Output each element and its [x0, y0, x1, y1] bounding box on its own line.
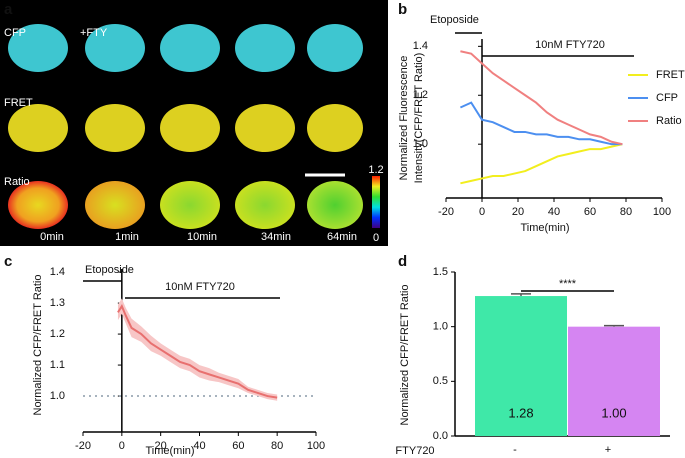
- y-tick-label: 1.0: [50, 390, 65, 402]
- treatment-label: +FTY: [80, 27, 108, 39]
- line: [459, 101, 623, 146]
- category-label: -: [513, 444, 517, 456]
- colorbar-min: 0: [373, 232, 379, 244]
- y-axis-label: Intensity(CFP/FRET Ratio): [413, 53, 425, 184]
- y-tick-label: 1.2: [50, 328, 65, 340]
- y-axis-label: Normalized CFP/FRET Ratio: [399, 285, 411, 426]
- time-label: 34min: [261, 231, 291, 243]
- y-tick-label: 1.0: [433, 321, 448, 333]
- line: [460, 50, 623, 146]
- x-tick-label: -20: [438, 206, 454, 218]
- x-tick-label: -20: [75, 440, 91, 452]
- colorbar-max: 1.2: [368, 164, 383, 176]
- y-tick-label: 1.0: [413, 138, 428, 150]
- y-tick-label: 1.4: [50, 266, 65, 278]
- x-tick-label: 60: [584, 206, 596, 218]
- legend-label: Ratio: [656, 115, 682, 127]
- row-label: CFP: [4, 27, 26, 39]
- y-tick-label: 1.5: [433, 266, 448, 278]
- significance: ****: [559, 278, 577, 290]
- x-tick-label: 60: [232, 440, 244, 452]
- y-tick-label: 1.1: [50, 359, 65, 371]
- annotation: Etoposide: [430, 14, 479, 26]
- line: [117, 304, 278, 399]
- annotation: 10nM FTY720: [165, 281, 235, 293]
- x-tick-label: 80: [271, 440, 283, 452]
- time-label: 10min: [187, 231, 217, 243]
- y-tick-label: 1.2: [413, 89, 428, 101]
- category-label: +: [605, 444, 611, 456]
- x-tick-label: 40: [193, 440, 205, 452]
- x-tick-label: 0: [119, 440, 125, 452]
- value-label: 1.28: [508, 405, 533, 420]
- y-axis-label: Normalized Fluorescence: [398, 56, 410, 181]
- y-tick-label: 0.5: [433, 375, 448, 387]
- bar: [568, 326, 660, 436]
- legend-label: FRET: [656, 69, 685, 81]
- cells: [8, 24, 363, 229]
- error-band: [117, 298, 278, 401]
- y-tick-label: 0.0: [433, 430, 448, 442]
- y-tick-label: 1.4: [413, 40, 428, 52]
- colorbar: [372, 176, 380, 228]
- y-tick-label: 1.3: [50, 297, 65, 309]
- row-label: Ratio: [4, 176, 30, 188]
- panel-label: b: [398, 1, 407, 18]
- time-label: 64min: [327, 231, 357, 243]
- time-label: 1min: [115, 231, 139, 243]
- row-label: FRET: [4, 97, 33, 109]
- panel-label: a: [4, 1, 13, 18]
- panel-label: d: [398, 253, 407, 270]
- bar: [475, 296, 567, 436]
- line: [460, 143, 623, 185]
- x-tick-label: 80: [620, 206, 632, 218]
- x-tick-label: 20: [155, 440, 167, 452]
- x-axis-label: Time(min): [145, 445, 194, 457]
- annotation: 10nM FTY720: [535, 39, 605, 51]
- x-tick-label: 40: [548, 206, 560, 218]
- x-axis-label: Time(min): [520, 222, 569, 234]
- x-tick-label: 0: [479, 206, 485, 218]
- y-axis-label: Normalized CFP/FRET Ratio: [32, 275, 44, 416]
- x-tick-label: 100: [307, 440, 325, 452]
- legend-label: CFP: [656, 92, 678, 104]
- time-label: 0min: [40, 231, 64, 243]
- value-label: 1.00: [601, 405, 626, 420]
- panel-label: c: [4, 253, 12, 270]
- x-tick-label: 20: [512, 206, 524, 218]
- x-axis-label: FTY720: [395, 445, 434, 457]
- annotation: Etoposide: [85, 264, 134, 276]
- x-tick-label: 100: [653, 206, 671, 218]
